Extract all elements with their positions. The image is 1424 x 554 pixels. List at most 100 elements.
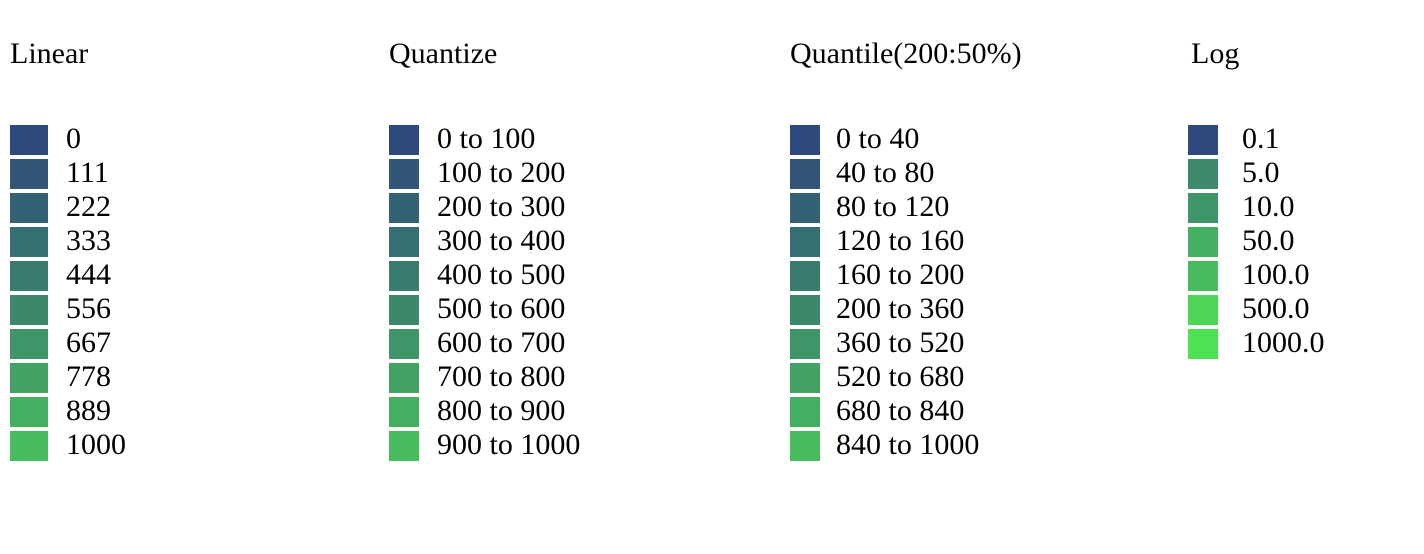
legend-item: 10.0 <box>1188 190 1325 223</box>
legend-swatch <box>10 125 48 155</box>
legend-swatch <box>389 397 419 427</box>
legend-item-label: 222 <box>66 190 111 223</box>
legend-item-label: 0 <box>66 122 81 155</box>
legend-swatch <box>10 261 48 291</box>
legend-item: 0 <box>10 122 126 155</box>
legend-item: 100 to 200 <box>389 156 580 189</box>
legend-swatch <box>389 125 419 155</box>
legend-item: 900 to 1000 <box>389 428 581 461</box>
legend-item: 200 to 360 <box>790 292 979 325</box>
legend-swatch <box>790 227 820 257</box>
legend-swatch <box>10 295 48 325</box>
legend-item-label: 0 to 100 <box>437 122 536 155</box>
legend-item: 1000 <box>10 428 126 461</box>
legend-item: 600 to 700 <box>389 326 580 359</box>
legend-item-label: 1000.0 <box>1242 326 1325 359</box>
legend-item: 840 to 1000 <box>790 428 980 461</box>
legend-item: 0 to 100 <box>389 122 580 155</box>
legend-item-label: 778 <box>66 360 111 393</box>
legend-item-label: 800 to 900 <box>437 394 566 427</box>
legend-item-label: 300 to 400 <box>437 224 566 257</box>
legend-swatch <box>10 363 48 393</box>
legend-item: 800 to 900 <box>389 394 580 427</box>
legend-item: 0 to 40 <box>790 122 979 155</box>
legend-item-label: 200 to 300 <box>437 190 566 223</box>
legend-swatch <box>790 431 820 461</box>
legend-item-label: 520 to 680 <box>836 360 965 393</box>
legend-swatch <box>790 295 820 325</box>
legend-swatch <box>10 431 48 461</box>
legend-item-label: 889 <box>66 394 111 427</box>
legend-item: 889 <box>10 394 126 427</box>
legend-item-label: 600 to 700 <box>437 326 566 359</box>
legend-item-label: 1000 <box>66 428 126 461</box>
legend-item-label: 100.0 <box>1242 258 1310 291</box>
legend-item-label: 500.0 <box>1242 292 1310 325</box>
legend-item-label: 556 <box>66 292 111 325</box>
legend-swatch <box>790 363 820 393</box>
legend-quantize: Quantize 0 to 100 100 to 200 200 to 300 300… <box>389 37 580 461</box>
legend-item-label: 0.1 <box>1242 122 1280 155</box>
legend-swatch <box>1188 193 1218 223</box>
legend-item: 400 to 500 <box>389 260 580 291</box>
legend-log: Log 0.1 5.0 10.0 50.0 100.0 500.0 1000.0 <box>1188 37 1325 359</box>
legend-log-rows: 0.1 5.0 10.0 50.0 100.0 500.0 1000.0 <box>1188 122 1325 363</box>
legend-quantile-title: Quantile(200:50%) <box>790 37 1022 70</box>
legend-item: 520 to 680 <box>790 360 979 393</box>
legend-linear-title: Linear <box>10 37 89 70</box>
legend-item-label: 120 to 160 <box>836 224 965 257</box>
legend-item: 120 to 160 <box>790 224 979 257</box>
legend-item: 200 to 300 <box>389 190 580 223</box>
legend-item: 1000.0 <box>1188 326 1325 359</box>
legend-item-label: 80 to 120 <box>836 190 950 223</box>
legend-swatch <box>790 329 820 359</box>
legend-item: 100.0 <box>1188 258 1325 291</box>
legend-item-label: 840 to 1000 <box>836 428 980 461</box>
legend-item-label: 50.0 <box>1242 224 1295 257</box>
legend-swatch <box>10 193 48 223</box>
legend-item: 700 to 800 <box>389 360 580 393</box>
legend-item-label: 0 to 40 <box>836 122 920 155</box>
legend-swatch <box>1188 125 1218 155</box>
legend-swatch <box>10 227 48 257</box>
legend-swatch <box>10 397 48 427</box>
legend-item-label: 500 to 600 <box>437 292 566 325</box>
legend-swatch <box>790 125 820 155</box>
legend-item: 667 <box>10 326 126 359</box>
legend-log-title: Log <box>1191 37 1240 70</box>
legend-item-label: 444 <box>66 258 111 291</box>
legend-swatch <box>389 431 419 461</box>
legend-quantile: Quantile(200:50%) 0 to 40 40 to 80 80 to 1… <box>790 37 1022 461</box>
legend-quantize-title: Quantize <box>389 37 498 70</box>
legend-item-label: 900 to 1000 <box>437 428 581 461</box>
legend-linear-rows: 0 111 222 333 444 556 667 778 889 1000 <box>10 122 126 465</box>
legend-item-label: 700 to 800 <box>437 360 566 393</box>
legend-item: 111 <box>10 158 126 189</box>
legend-item-label: 200 to 360 <box>836 292 965 325</box>
legend-item-label: 10.0 <box>1242 190 1295 223</box>
legend-quantize-rows: 0 to 100 100 to 200 200 to 300 300 to 400 40… <box>389 122 581 465</box>
legend-swatch <box>1188 227 1218 257</box>
legend-swatch <box>10 329 48 359</box>
legend-item: 778 <box>10 360 126 393</box>
legend-swatch <box>389 193 419 223</box>
legend-item: 80 to 120 <box>790 190 979 223</box>
legend-swatch <box>1188 159 1218 189</box>
legend-swatch <box>790 397 820 427</box>
legend-swatch <box>10 159 48 189</box>
legend-item-label: 5.0 <box>1242 156 1280 189</box>
legend-item-label: 667 <box>66 326 111 359</box>
legend-item-label: 40 to 80 <box>836 156 935 189</box>
legend-item-label: 360 to 520 <box>836 326 965 359</box>
legend-quantile-rows: 0 to 40 40 to 80 80 to 120 120 to 160 160 to… <box>790 122 980 465</box>
legend-swatch <box>790 193 820 223</box>
legend-swatch <box>389 261 419 291</box>
legend-item: 50.0 <box>1188 224 1325 257</box>
legend-swatch <box>1188 295 1218 325</box>
legend-item: 5.0 <box>1188 156 1325 189</box>
legend-item-label: 100 to 200 <box>437 156 566 189</box>
legend-linear: Linear 0 111 222 333 444 556 667 778 889 1000 <box>10 37 126 461</box>
legend-item: 680 to 840 <box>790 396 979 427</box>
legend-swatch <box>790 261 820 291</box>
legend-swatch <box>389 159 419 189</box>
